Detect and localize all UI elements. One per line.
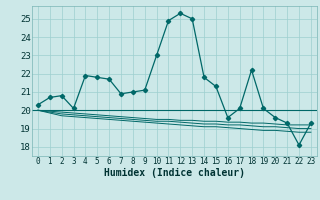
X-axis label: Humidex (Indice chaleur): Humidex (Indice chaleur) — [104, 168, 245, 178]
